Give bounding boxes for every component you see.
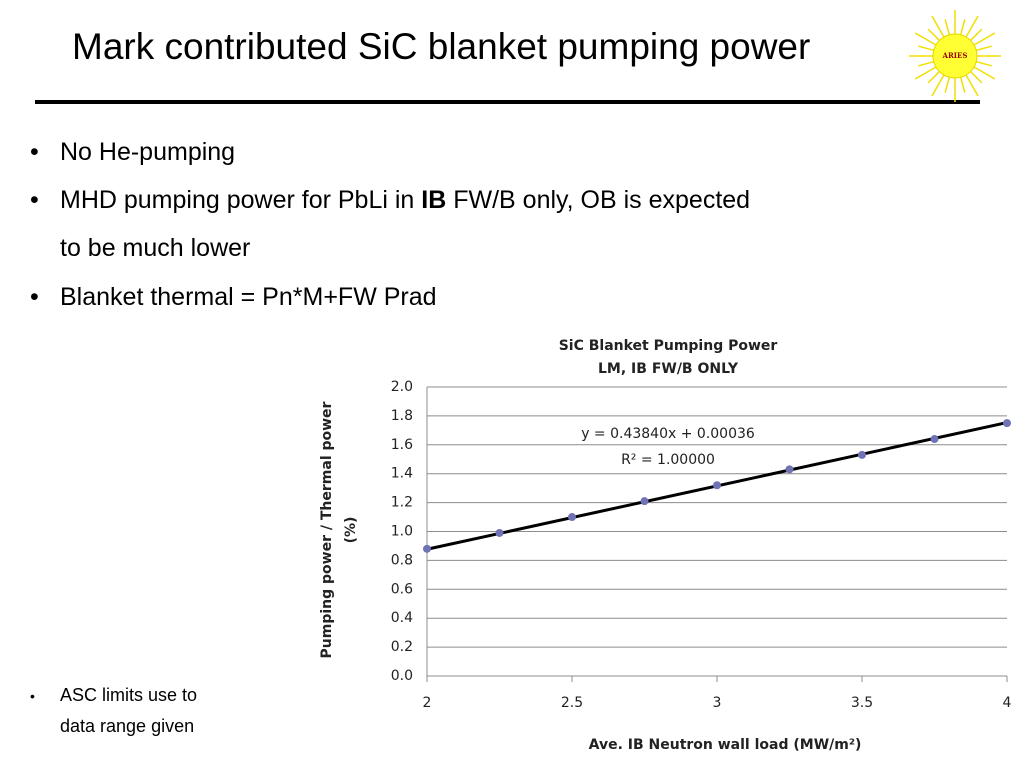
- logo: [909, 10, 1001, 102]
- x-tick-label: 3.5: [851, 695, 873, 711]
- y-tick-label: 0.6: [391, 581, 413, 597]
- logo-ray: [959, 77, 966, 93]
- logo-ray: [927, 71, 940, 84]
- logo-ray: [914, 32, 937, 46]
- logo-ray: [914, 66, 937, 80]
- point: [930, 435, 939, 444]
- point: [858, 450, 866, 459]
- bullet-text: MHD pumping power for PbLi in: [60, 186, 422, 214]
- bullet-text: to be much lower: [60, 234, 251, 262]
- x-tick-label: 4: [1003, 695, 1012, 711]
- x-tick-label: 2: [423, 695, 432, 711]
- point: [1003, 419, 1011, 428]
- logo-ray: [918, 60, 934, 67]
- y-tick-label: 1.8: [391, 408, 413, 424]
- bullet-text: FW/B only, OB is expected: [446, 186, 751, 214]
- logo-ray: [976, 45, 992, 52]
- logo-ray: [965, 15, 979, 38]
- logo-ray: [927, 28, 940, 41]
- point: [495, 528, 504, 537]
- logo-ray: [944, 19, 951, 35]
- logo-ray: [918, 45, 934, 52]
- y-axis-label: (%): [343, 517, 359, 544]
- x-tick-label: 2.5: [561, 695, 583, 711]
- y-tick-label: 0.4: [391, 610, 413, 626]
- point: [640, 497, 649, 506]
- logo-ray: [970, 71, 983, 84]
- bullet: • MHD pumping power for PbLi in IB FW/B o…: [30, 176, 750, 272]
- note: • ASC limits use to data range given: [30, 680, 197, 741]
- point: [568, 513, 576, 522]
- annotation: y = 0.43840x + 0.00036: [581, 426, 755, 442]
- chart-title: LM, IB FW/B ONLY: [598, 361, 739, 377]
- bullet: • Blanket thermal = Pn*M+FW Prad: [30, 283, 437, 311]
- bullet-text: No He-pumping: [60, 138, 236, 166]
- logo-ray: [944, 77, 951, 93]
- y-tick-label: 1.2: [391, 495, 413, 511]
- logo-text: ARIES: [942, 51, 968, 60]
- logo-ray: [931, 74, 945, 97]
- point: [785, 465, 794, 474]
- logo-sun: [932, 33, 978, 79]
- y-tick-label: 1.0: [391, 524, 413, 540]
- point: [423, 544, 431, 553]
- logo-ray: [965, 74, 979, 97]
- logo-ray: [973, 66, 996, 80]
- chart-title: SiC Blanket Pumping Power: [559, 338, 778, 354]
- logo-ray: [931, 15, 945, 38]
- note-text: ASC limits use to: [60, 685, 198, 705]
- y-tick-label: 1.4: [391, 466, 413, 482]
- y-tick-label: 0.0: [391, 668, 413, 684]
- y-tick-label: 2.0: [391, 379, 413, 395]
- y-tick-label: 0.8: [391, 552, 413, 568]
- annotation: R² = 1.00000: [621, 452, 715, 468]
- logo-ray: [970, 28, 983, 41]
- logo-ray: [976, 60, 992, 67]
- bullet-bold: IB: [421, 186, 447, 214]
- y-tick-label: 0.2: [391, 639, 413, 655]
- y-axis-label: Pumping power / Thermal power: [319, 401, 335, 658]
- point: [713, 481, 721, 490]
- bullet-text: Blanket thermal = Pn*M+FW Prad: [60, 283, 437, 311]
- x-axis-label: Ave. IB Neutron wall load (MW/m²): [589, 737, 862, 753]
- title: Mark contributed SiC blanket pumping pow…: [72, 26, 811, 67]
- x-tick-label: 3: [713, 695, 722, 711]
- logo-ray: [959, 19, 966, 35]
- y-tick-label: 1.6: [391, 437, 413, 453]
- note-text: data range given: [60, 716, 195, 736]
- bullet: • No He-pumping: [30, 138, 236, 166]
- logo-ray: [973, 32, 996, 46]
